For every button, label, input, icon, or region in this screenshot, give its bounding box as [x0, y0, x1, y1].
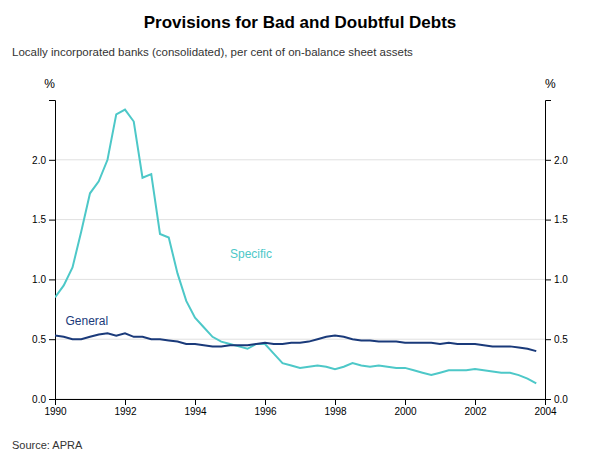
- tick-mark: [545, 399, 551, 400]
- series-label: General: [66, 314, 109, 328]
- tick-mark: [545, 220, 551, 221]
- tick-label: 0.5: [32, 334, 46, 345]
- tick: 1.0: [545, 274, 568, 285]
- y2-axis-label: %: [545, 77, 556, 91]
- tick-label: 2.0: [32, 155, 46, 166]
- tick-mark: [545, 279, 551, 280]
- tick-mark: [405, 399, 406, 405]
- tick-mark: [49, 339, 55, 340]
- tick-label: 2004: [534, 406, 557, 417]
- tick: 1.0: [32, 274, 55, 285]
- chart-svg: 199019921994199619982000200220040.00.51.…: [0, 0, 600, 461]
- tick-mark: [49, 160, 55, 161]
- tick-label: 1996: [254, 406, 277, 417]
- tick-mark: [195, 399, 196, 405]
- tick-label: 2.0: [554, 155, 568, 166]
- title: Provisions for Bad and Doubtful Debts: [144, 13, 457, 32]
- source: Source: APRA: [12, 439, 83, 451]
- series-label: Specific: [230, 247, 272, 261]
- grid: [55, 160, 545, 399]
- series-line: [55, 333, 536, 351]
- tick: 1992: [114, 399, 137, 417]
- tick-label: 1994: [184, 406, 207, 417]
- tick-mark: [49, 279, 55, 280]
- subtitle: Locally incorporated banks (consolidated…: [12, 46, 413, 58]
- tick-label: 2000: [394, 406, 417, 417]
- plot-area: 199019921994199619982000200220040.00.51.…: [32, 77, 568, 417]
- tick-mark: [475, 399, 476, 405]
- tick: 2.0: [545, 155, 568, 166]
- tick-label: 1.5: [32, 214, 46, 225]
- tick-mark: [545, 160, 551, 161]
- tick: 1998: [324, 399, 347, 417]
- axis-line: [56, 400, 546, 406]
- tick-label: 1.0: [554, 274, 568, 285]
- y-axis-label: %: [44, 77, 55, 91]
- tick-label: 1.5: [554, 214, 568, 225]
- tick: 1990: [44, 399, 67, 417]
- axis-line: [546, 101, 552, 400]
- tick-label: 1998: [324, 406, 347, 417]
- tick: 2000: [394, 399, 417, 417]
- tick-mark: [265, 399, 266, 405]
- tick-mark: [125, 399, 126, 405]
- chart-container: 199019921994199619982000200220040.00.51.…: [0, 0, 600, 461]
- tick-label: 0.0: [32, 394, 46, 405]
- series-labels: Specific General: [66, 247, 273, 329]
- grid-line: [55, 219, 545, 220]
- y-axis: 0.0 0.5 1.0 1.5 2.0: [32, 101, 55, 405]
- tick-label: 0.0: [554, 394, 568, 405]
- series-group: [55, 110, 536, 384]
- tick: 2002: [464, 399, 487, 417]
- tick-mark: [335, 399, 336, 405]
- tick: 1994: [184, 399, 207, 417]
- axis-line: [49, 101, 56, 400]
- tick-label: 1990: [44, 406, 67, 417]
- tick-mark: [545, 339, 551, 340]
- tick: 2.0: [32, 155, 55, 166]
- series-line: [55, 110, 536, 384]
- tick: 0.0: [545, 394, 568, 405]
- tick-label: 2002: [464, 406, 487, 417]
- tick-label: 1992: [114, 406, 137, 417]
- tick: 1.5: [32, 214, 55, 225]
- grid-line: [55, 159, 545, 160]
- tick-label: 0.5: [554, 334, 568, 345]
- x-axis: 1990 1992 1994 1996 1998 2000 2002 2004: [44, 399, 557, 417]
- y2-axis: 0.0 0.5 1.0 1.5 2.0: [545, 101, 568, 405]
- tick-mark: [49, 220, 55, 221]
- tick: 1996: [254, 399, 277, 417]
- tick: 0.5: [32, 334, 55, 345]
- tick: 0.0: [32, 394, 55, 405]
- tick-mark: [49, 399, 55, 400]
- tick: 0.5: [545, 334, 568, 345]
- grid-line: [55, 339, 545, 340]
- grid-line: [55, 279, 545, 280]
- tick: 1.5: [545, 214, 568, 225]
- tick-label: 1.0: [32, 274, 46, 285]
